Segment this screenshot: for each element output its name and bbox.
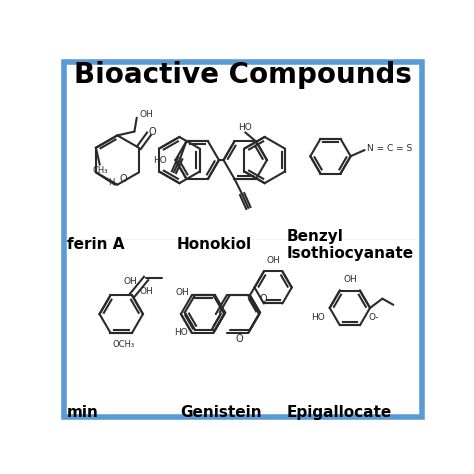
Text: Benzyl
Isothiocyanate: Benzyl Isothiocyanate — [287, 228, 414, 261]
Text: O-: O- — [368, 313, 379, 322]
Text: O: O — [260, 294, 267, 304]
Text: Bioactive Compounds: Bioactive Compounds — [74, 61, 412, 90]
Text: O: O — [149, 128, 156, 137]
Text: HO: HO — [311, 313, 325, 322]
Text: OH: OH — [140, 287, 154, 296]
Text: CH₃: CH₃ — [92, 166, 108, 175]
Text: OH: OH — [266, 256, 280, 265]
Text: N = C = S: N = C = S — [367, 144, 412, 153]
Text: Genistein: Genistein — [181, 405, 262, 420]
Text: H: H — [108, 178, 114, 187]
Text: OH: OH — [175, 288, 189, 297]
Text: HO: HO — [153, 155, 167, 164]
Text: Epigallocate: Epigallocate — [287, 405, 392, 420]
Text: HO: HO — [238, 123, 252, 132]
Text: min: min — [66, 405, 99, 420]
Text: O: O — [119, 173, 128, 183]
Text: OCH₃: OCH₃ — [112, 340, 135, 349]
Text: OH: OH — [124, 277, 137, 286]
Text: ferin A: ferin A — [66, 237, 124, 252]
Text: HO: HO — [174, 328, 188, 337]
Text: OH: OH — [343, 275, 357, 284]
Text: OH: OH — [139, 110, 153, 119]
Text: O: O — [236, 334, 244, 344]
Text: Honokiol: Honokiol — [177, 237, 252, 252]
